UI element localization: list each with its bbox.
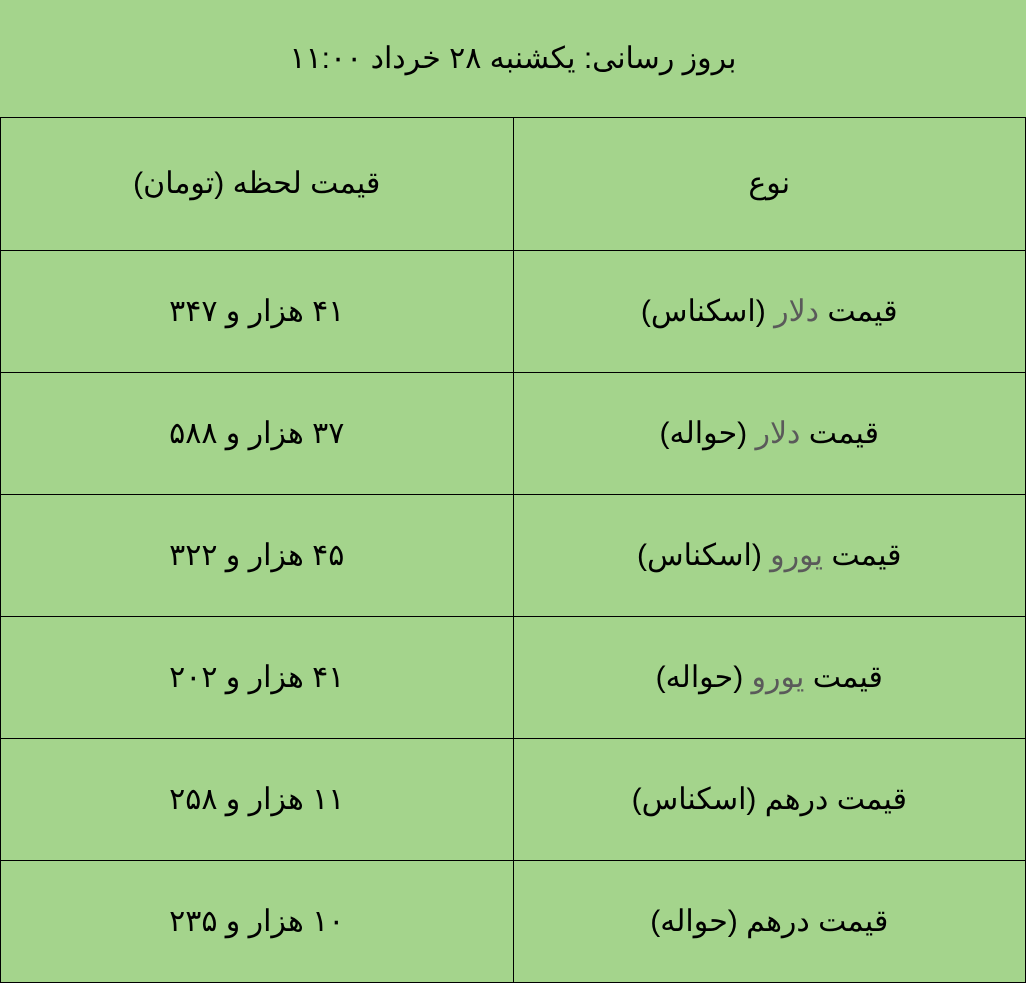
type-cell: قیمت یورو (حواله): [513, 616, 1026, 738]
label-suffix: (حواله): [656, 661, 752, 694]
label-suffix: (حواله): [660, 417, 756, 450]
label-currency: دلار: [755, 417, 800, 450]
update-title: بروز رسانی: یکشنبه ۲۸ خرداد ۱۱:۰۰: [1, 0, 1026, 117]
rates-table: بروز رسانی: یکشنبه ۲۸ خرداد ۱۱:۰۰ نوع قی…: [0, 0, 1026, 983]
label-suffix: (اسکناس): [641, 295, 774, 328]
label-prefix: قیمت: [823, 539, 902, 572]
price-cell: ۴۱ هزار و ۳۴۷: [1, 250, 514, 372]
table-row: قیمت درهم (اسکناس) ۱۱ هزار و ۲۵۸: [1, 738, 1026, 860]
price-cell: ۴۱ هزار و ۲۰۲: [1, 616, 514, 738]
price-cell: ۳۷ هزار و ۵۸۸: [1, 372, 514, 494]
price-cell: ۴۵ هزار و ۳۲۲: [1, 494, 514, 616]
label-currency: یورو: [770, 539, 823, 572]
col-type-header: نوع: [513, 117, 1026, 250]
table-row: قیمت دلار (اسکناس) ۴۱ هزار و ۳۴۷: [1, 250, 1026, 372]
currency-rates-table: بروز رسانی: یکشنبه ۲۸ خرداد ۱۱:۰۰ نوع قی…: [0, 0, 1026, 982]
table-row: قیمت یورو (حواله) ۴۱ هزار و ۲۰۲: [1, 616, 1026, 738]
label-prefix: قیمت: [819, 295, 898, 328]
label-prefix: قیمت درهم (اسکناس): [632, 783, 907, 816]
price-cell: ۱۰ هزار و ۲۳۵: [1, 860, 514, 982]
col-price-header: قیمت لحظه (تومان): [1, 117, 514, 250]
header-row: نوع قیمت لحظه (تومان): [1, 117, 1026, 250]
price-cell: ۱۱ هزار و ۲۵۸: [1, 738, 514, 860]
label-prefix: قیمت: [804, 661, 883, 694]
table-row: قیمت یورو (اسکناس) ۴۵ هزار و ۳۲۲: [1, 494, 1026, 616]
label-currency: یورو: [752, 661, 805, 694]
title-row: بروز رسانی: یکشنبه ۲۸ خرداد ۱۱:۰۰: [1, 0, 1026, 117]
type-cell: قیمت دلار (اسکناس): [513, 250, 1026, 372]
label-prefix: قیمت: [800, 417, 879, 450]
type-cell: قیمت درهم (حواله): [513, 860, 1026, 982]
label-suffix: (اسکناس): [637, 539, 770, 572]
label-currency: دلار: [774, 295, 819, 328]
type-cell: قیمت یورو (اسکناس): [513, 494, 1026, 616]
label-prefix: قیمت درهم (حواله): [650, 905, 888, 938]
type-cell: قیمت دلار (حواله): [513, 372, 1026, 494]
table-row: قیمت درهم (حواله) ۱۰ هزار و ۲۳۵: [1, 860, 1026, 982]
type-cell: قیمت درهم (اسکناس): [513, 738, 1026, 860]
table-row: قیمت دلار (حواله) ۳۷ هزار و ۵۸۸: [1, 372, 1026, 494]
